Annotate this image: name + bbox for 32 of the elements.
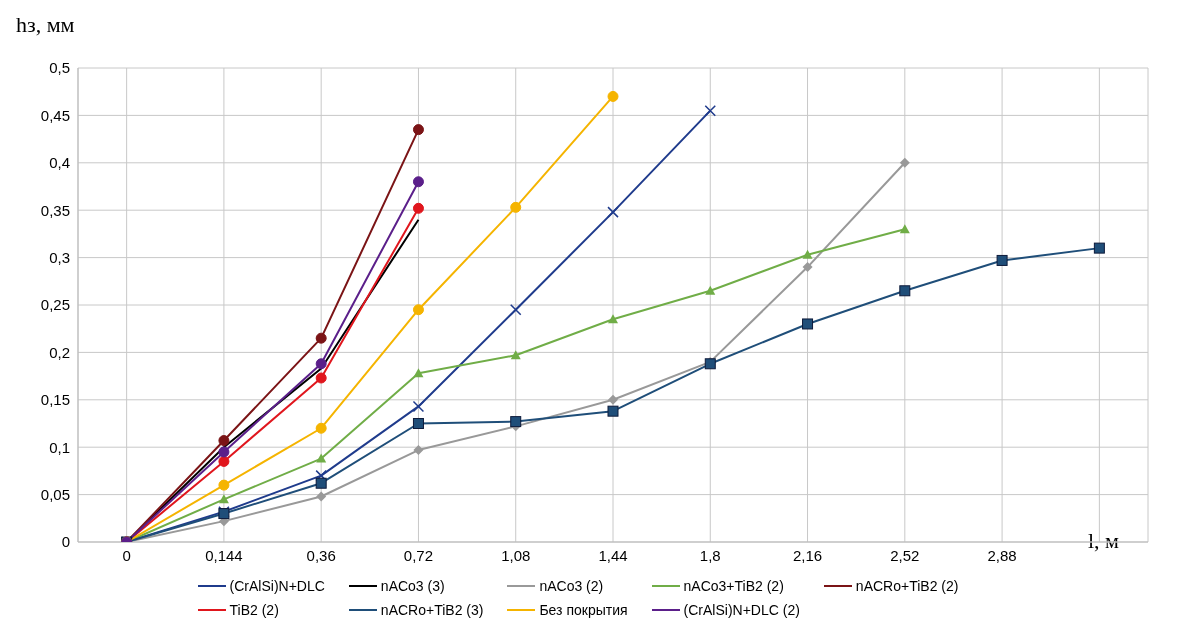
legend-label: nACo3 (2) <box>538 578 605 594</box>
legend-label: nACRo+TiB2 (3) <box>379 602 484 618</box>
legend-label: Без покрытия <box>538 602 628 618</box>
y-tick-label: 0,2 <box>49 343 70 361</box>
y-tick-label: 0 <box>61 533 70 551</box>
x-tick-label: 0,36 <box>306 546 336 564</box>
x-tick-label: 1,8 <box>699 546 721 564</box>
legend-label: TiB2 (2) <box>228 602 280 618</box>
legend-label: (CrAlSi)N+DLC (2) <box>682 602 800 618</box>
legend-label: (CrAlSi)N+DLC <box>228 578 325 594</box>
y-tick-label: 0,1 <box>49 438 70 456</box>
x-axis-title: l, м <box>1088 528 1120 554</box>
x-tick-label: 0,72 <box>403 546 434 564</box>
x-tick-label: 2,52 <box>890 546 920 564</box>
x-tick-label: 0 <box>122 546 131 564</box>
y-tick-label: 0,05 <box>40 485 70 503</box>
x-tick-label: 2,16 <box>792 546 823 564</box>
y-tick-label: 0,3 <box>49 248 70 266</box>
y-tick-label: 0,15 <box>40 391 70 409</box>
x-tick-label: 1,08 <box>501 546 531 564</box>
x-tick-label: 2,88 <box>987 546 1017 564</box>
y-tick-label: 0,35 <box>40 201 70 219</box>
y-tick-label: 0,25 <box>40 296 70 314</box>
legend-label: nACo3+TiB2 (2) <box>682 578 785 594</box>
y-axis-title: hз, мм <box>16 12 75 38</box>
y-tick-label: 0,4 <box>49 154 70 172</box>
y-tick-label: 0,45 <box>40 106 70 124</box>
legend-label: nACRo+TiB2 (2) <box>854 578 959 594</box>
x-tick-label: 0,144 <box>205 546 243 564</box>
x-tick-label: 1,44 <box>598 546 628 564</box>
y-tick-label: 0,5 <box>49 59 70 77</box>
legend-label: nACo3 (3) <box>379 578 446 594</box>
